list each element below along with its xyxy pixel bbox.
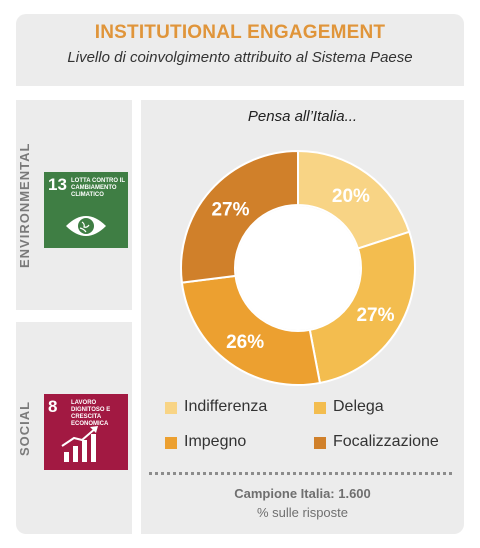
- sdg-8-number: 8: [48, 397, 58, 416]
- slice-label-indifferenza: 20%: [332, 186, 370, 207]
- growth-chart-icon: [61, 426, 98, 462]
- chart-title: Pensa all’Italia...: [247, 108, 358, 125]
- sample-size: Campione Italia: 1.600: [234, 486, 371, 501]
- social-panel: SOCIAL 8 LAVORO DIGNITOSO E CRESCITA ECO…: [16, 322, 132, 534]
- donut-chart: 20% 27% 26% 27%: [180, 149, 416, 386]
- slice-delega: [308, 230, 416, 385]
- slice-focalizzazione: [180, 149, 299, 284]
- environmental-label: ENVIRONMENTAL: [17, 142, 32, 268]
- header-panel: INSTITUTIONAL ENGAGEMENT Livello di coin…: [16, 14, 464, 86]
- slice-indifferenza: [297, 149, 411, 250]
- environmental-panel: ENVIRONMENTAL 13 LOTTA CONTRO IL CAMBIAM…: [16, 100, 132, 310]
- header-subtitle: Livello di coinvolgimento attribuito al …: [67, 49, 413, 66]
- slice-label-delega: 27%: [356, 305, 394, 326]
- sdg-13-text: LOTTA CONTRO IL CAMBIAMENTO CLIMATICO: [71, 178, 125, 198]
- chart-panel: Pensa all’Italia... 20% 27% 26% 27% Indiffe…: [141, 100, 464, 534]
- footnote: % sulle risposte: [256, 505, 349, 520]
- sdg-13-badge: 13 LOTTA CONTRO IL CAMBIAMENTO CLIMATICO: [44, 172, 128, 248]
- slice-impegno: [180, 274, 322, 386]
- social-label: SOCIAL: [17, 400, 32, 456]
- dotted-divider: [149, 472, 452, 475]
- sdg-8-text: LAVORO DIGNITOSO E CRESCITA ECONOMICA: [71, 400, 111, 427]
- header-title: INSTITUTIONAL ENGAGEMENT: [94, 22, 386, 43]
- sdg-13-number: 13: [48, 175, 67, 194]
- slice-label-impegno: 26%: [226, 332, 264, 353]
- eye-globe-icon: [66, 216, 106, 236]
- slice-label-focalizzazione: 27%: [211, 199, 249, 220]
- sdg-8-badge: 8 LAVORO DIGNITOSO E CRESCITA ECONOMICA: [44, 394, 128, 470]
- donut-hole: [236, 206, 360, 330]
